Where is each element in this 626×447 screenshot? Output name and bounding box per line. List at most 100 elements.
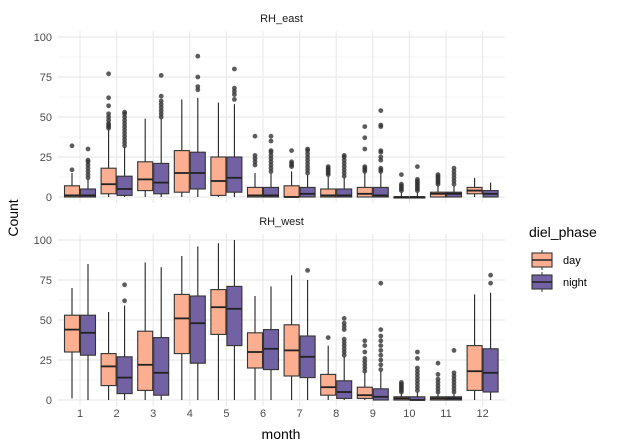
- box-day-month-10: [393, 380, 410, 401]
- box-iqr: [336, 188, 353, 198]
- box-iqr: [226, 285, 243, 347]
- outlier-point: [378, 333, 384, 339]
- series-night: [79, 53, 499, 199]
- y-tick-label: 25: [40, 152, 52, 164]
- outlier-point: [415, 356, 420, 361]
- panel-title: RH_east: [260, 13, 303, 25]
- outlier-point: [305, 146, 310, 152]
- x-axis-title: month: [262, 426, 301, 442]
- x-tick-label: 9: [370, 408, 376, 420]
- box-day-month-11: [429, 360, 447, 401]
- y-tick-label: 0: [46, 395, 52, 407]
- box-iqr: [173, 150, 190, 193]
- outlier-point: [362, 164, 368, 170]
- outlier-point: [451, 165, 457, 171]
- outlier-point: [158, 73, 164, 78]
- outlier-point: [378, 352, 384, 358]
- box-night-month-4: [189, 246, 206, 400]
- box-day-month-2: [100, 312, 117, 400]
- box-iqr: [189, 151, 206, 190]
- box-night-month-1: [79, 264, 97, 400]
- outlier-point: [362, 343, 368, 348]
- y-axis-title: Count: [5, 199, 21, 236]
- box-iqr: [482, 348, 499, 393]
- box-night-month-11: [445, 165, 463, 198]
- x-tick-label: 3: [150, 408, 156, 420]
- box-iqr: [189, 295, 206, 364]
- x-tick-label: 5: [223, 408, 229, 420]
- box-iqr: [153, 162, 170, 195]
- outlier-point: [341, 153, 347, 158]
- box-iqr: [320, 188, 337, 198]
- box-day-month-8: [320, 164, 337, 198]
- x-tick-label: 10: [403, 408, 415, 420]
- outlier-point: [362, 349, 368, 355]
- outlier-point: [325, 164, 331, 170]
- box-day-month-7: [283, 275, 300, 400]
- box-night-month-8: [336, 153, 353, 198]
- box-night-month-1: [79, 146, 97, 198]
- outlier-point: [378, 362, 384, 368]
- box-iqr: [79, 188, 97, 198]
- box-night-month-12: [482, 182, 499, 198]
- outlier-point: [305, 268, 310, 273]
- outlier-point: [415, 164, 420, 170]
- outlier-point: [378, 280, 384, 286]
- outlier-point: [435, 376, 441, 382]
- legend-item-night: night: [531, 272, 587, 292]
- box-day-month-6: [246, 133, 264, 198]
- outlier-point: [122, 282, 127, 288]
- box-iqr: [116, 356, 133, 395]
- outlier-point: [69, 143, 75, 149]
- outlier-point: [362, 135, 368, 141]
- outlier-point: [341, 336, 347, 342]
- box-night-month-3: [153, 267, 170, 400]
- x-tick-label: 8: [333, 408, 339, 420]
- box-day-month-7: [283, 148, 300, 198]
- box-iqr: [63, 314, 81, 353]
- box-day-month-10: [393, 172, 410, 199]
- outlier-point: [399, 380, 404, 385]
- box-night-month-7: [299, 146, 316, 198]
- box-iqr: [137, 330, 154, 391]
- box-iqr: [336, 380, 353, 399]
- y-tick-label: 50: [40, 315, 52, 327]
- y-tick-label: 75: [40, 275, 52, 287]
- outlier-point: [341, 320, 347, 326]
- outlier-point: [378, 122, 384, 128]
- y-tick-label: 25: [40, 355, 52, 367]
- outlier-point: [362, 356, 368, 361]
- outlier-point: [415, 177, 420, 182]
- box-night-month-11: [445, 348, 463, 401]
- box-day-month-5: [210, 102, 227, 197]
- box-iqr: [63, 185, 81, 198]
- outlier-point: [378, 165, 384, 171]
- outlier-point: [488, 272, 493, 278]
- x-tick-label: 12: [476, 408, 488, 420]
- legend-title: diel_phase: [529, 224, 597, 240]
- legend: diel_phase day night: [529, 224, 597, 292]
- outlier-point: [122, 109, 127, 115]
- outlier-point: [378, 148, 384, 154]
- y-tick-label: 50: [40, 112, 52, 124]
- outlier-point: [85, 146, 91, 152]
- outlier-point: [451, 370, 457, 376]
- outlier-point: [362, 146, 368, 152]
- outlier-point: [268, 138, 274, 144]
- outlier-point: [268, 148, 274, 154]
- x-tick-label: 7: [297, 408, 303, 420]
- box-day-month-2: [100, 71, 117, 197]
- box-iqr: [79, 314, 97, 356]
- outlier-point: [106, 95, 111, 101]
- outlier-point: [378, 154, 384, 160]
- outlier-point: [158, 93, 164, 99]
- outlier-point: [122, 298, 127, 304]
- box-iqr: [283, 185, 300, 198]
- outlier-point: [451, 348, 457, 353]
- box-iqr: [100, 167, 117, 195]
- outlier-point: [488, 280, 493, 286]
- box-day-month-3: [137, 118, 154, 197]
- box-iqr: [173, 293, 190, 355]
- x-tick-label: 6: [260, 408, 266, 420]
